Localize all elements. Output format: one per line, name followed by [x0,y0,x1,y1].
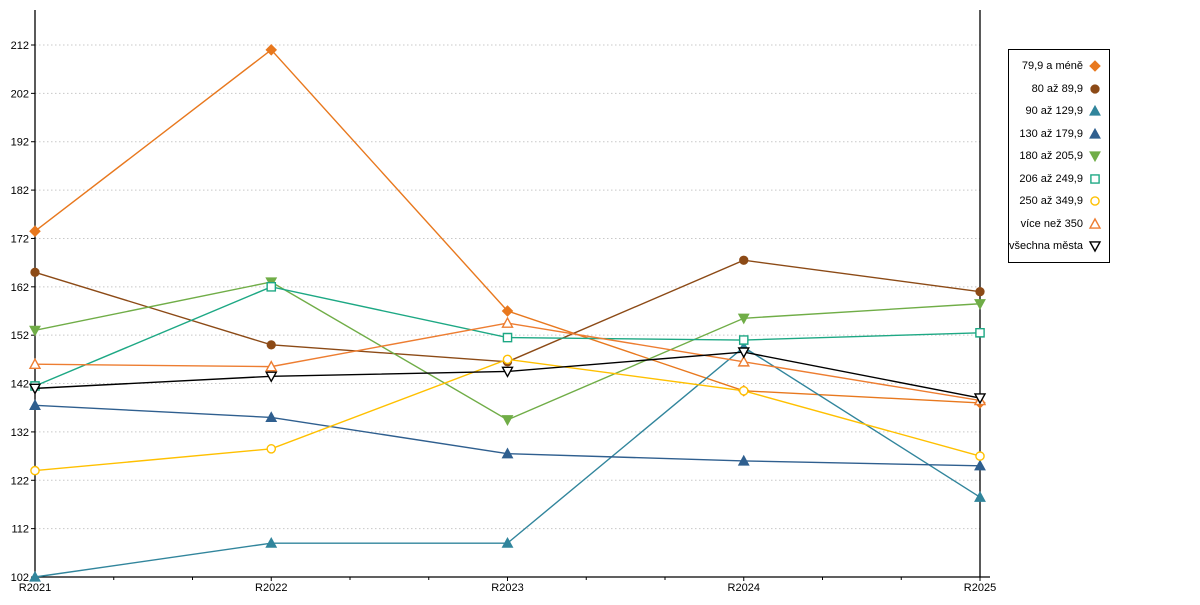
series-line-6 [30,354,985,476]
legend-label: 180 až 205,9 [1019,150,1083,162]
legend-item-6: 250 až 349,9 [1016,194,1102,208]
series-line-0 [29,44,986,409]
legend-item-8: všechna města [1009,239,1102,253]
legend-item-2: 90 až 129,9 [1016,104,1102,118]
triangle-up-icon [1089,127,1101,139]
legend-item-4: 180 až 205,9 [1016,149,1102,163]
legend-label: 250 až 349,9 [1019,195,1083,207]
legend-label: 90 až 129,9 [1025,105,1084,117]
series-line-7 [28,316,987,406]
y-tick-label: 202 [11,88,29,100]
axes [34,10,990,578]
square-icon [1090,173,1100,184]
legend-item-7: více než 350 [1016,217,1102,231]
chart-legend: 79,9 a méně 80 až 89,9 90 až 129,9 130 až 1… [1008,49,1110,263]
y-tick-label: 132 [11,427,29,439]
circle-icon [1090,196,1100,206]
triangle-down-icon [1089,151,1101,163]
legend-item-0: 79,9 a méně [1016,59,1102,73]
series-line-8 [28,347,987,405]
series-line-4 [29,277,986,426]
y-tick-label: 182 [11,185,29,197]
legend-item-5: 206 až 249,9 [1016,172,1102,186]
legend-label: 206 až 249,9 [1019,172,1083,185]
gridlines [35,44,980,578]
triangle-up-icon [1088,217,1102,229]
legend-item-3: 130 až 179,9 [1016,127,1102,141]
legend-item-1: 80 až 89,9 [1016,82,1102,96]
diamond-icon [1089,60,1101,72]
y-tick-label: 102 [11,572,29,584]
series-line-3 [29,399,986,471]
legend-label: všechna města [1009,240,1083,252]
legend-label: 79,9 a méně [1021,60,1083,72]
x-tick-label: R2025 [964,582,996,594]
y-tick-label: 172 [11,233,29,245]
triangle-down-icon [1088,241,1102,253]
axis-labels: 102 112 122 132 142 152 162 172 182 192 202 212 R202… [11,40,997,594]
y-tick-label: 212 [11,40,29,52]
y-tick-label: 112 [11,524,29,536]
x-tick-label: R2021 [19,582,51,594]
x-tick-label: R2023 [491,582,523,594]
y-tick-label: 152 [11,330,29,342]
chart-plot-area: 102 112 122 132 142 152 162 172 182 192 202 212 R202… [11,10,997,594]
y-tick-label: 162 [11,282,29,294]
legend-label: 130 až 179,9 [1019,127,1083,140]
y-tick-label: 192 [11,137,29,149]
circle-icon [1090,83,1100,94]
x-tick-label: R2022 [255,582,287,594]
y-tick-label: 142 [11,379,29,391]
triangle-up-icon [1089,104,1101,116]
x-tick-label: R2024 [728,582,760,594]
legend-label: více než 350 [1020,217,1083,230]
y-tick-label: 122 [11,475,29,487]
legend-label: 80 až 89,9 [1031,82,1083,95]
